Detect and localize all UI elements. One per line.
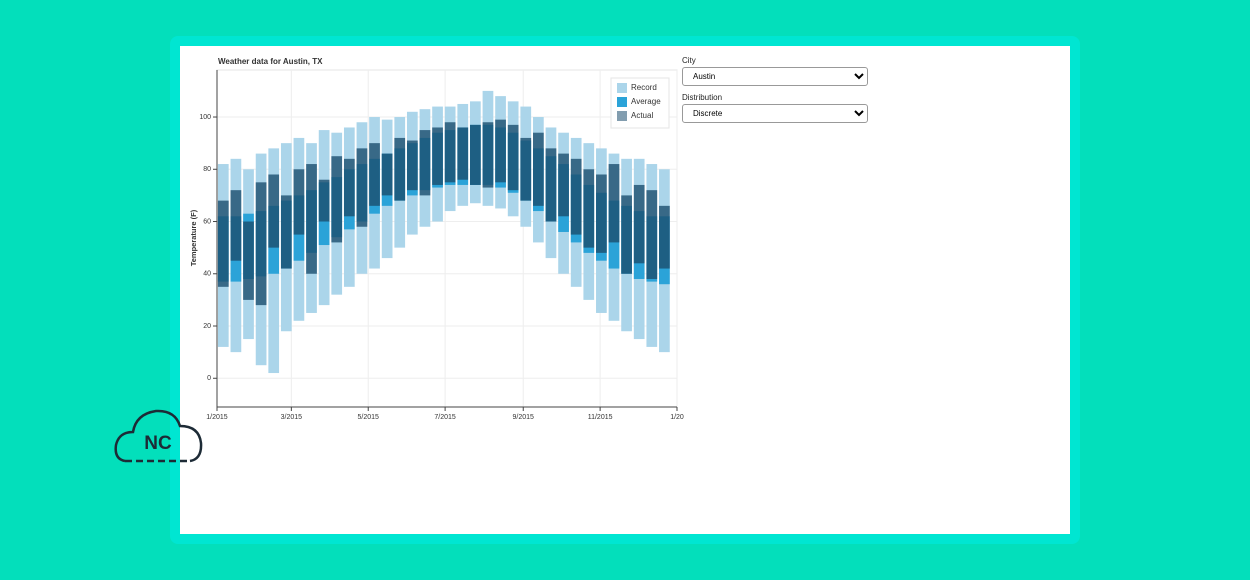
control-label: Distribution (682, 93, 723, 102)
range-bar (217, 200, 229, 287)
range-bar (495, 119, 506, 183)
x-tick-label: 7/2015 (434, 414, 456, 421)
y-axis-label: Temperature (F) (189, 209, 198, 266)
logo: NC (114, 409, 203, 463)
range-bar (583, 169, 595, 248)
range-bar (659, 205, 670, 269)
range-bar (570, 158, 582, 235)
x-tick-label: 9/2015 (513, 414, 535, 421)
range-bar (621, 195, 632, 274)
range-bar (268, 174, 280, 248)
y-tick-label: 0 (207, 375, 211, 382)
x-tick-label: 11/2015 (588, 414, 613, 421)
range-bar (558, 153, 569, 217)
range-bar (331, 156, 343, 243)
range-bar (406, 140, 418, 191)
range-bar (356, 148, 368, 227)
range-bar (520, 137, 532, 201)
city-select[interactable]: Austin (682, 67, 868, 86)
range-bar (230, 190, 242, 261)
x-tick-label: 3/2015 (281, 414, 303, 421)
legend-swatch (617, 83, 627, 93)
range-bar (293, 169, 305, 235)
distribution-select[interactable]: Discrete (682, 104, 868, 123)
x-tick-label: 1/2015 (206, 414, 228, 421)
logo-cloud (114, 409, 203, 463)
range-bar (482, 122, 494, 188)
range-bar (608, 164, 620, 243)
range-bar (255, 182, 267, 306)
distribution-control: Distribution Discrete (682, 93, 868, 123)
range-bar (318, 179, 330, 222)
x-tick-label: 1/20 (670, 414, 684, 421)
x-tick-label: 5/2015 (358, 414, 380, 421)
range-bar (470, 124, 481, 185)
range-bar (432, 127, 443, 185)
range-bar (507, 124, 519, 191)
range-bar (343, 158, 355, 217)
legend-label: Average (631, 97, 661, 106)
range-bar (306, 164, 317, 274)
range-bar (394, 137, 406, 201)
range-bar (457, 127, 469, 180)
y-tick-label: 20 (203, 323, 211, 330)
legend-label: Record (631, 83, 657, 92)
control-label: City (682, 56, 696, 65)
range-bar (596, 174, 607, 253)
range-bar (369, 143, 380, 206)
range-bar (646, 190, 658, 279)
range-bar (280, 195, 292, 269)
range-bar (444, 122, 456, 183)
range-bar (533, 132, 544, 206)
range-bar (381, 153, 393, 196)
city-control: City Austin (682, 56, 868, 86)
y-tick-label: 80 (203, 166, 211, 173)
range-bar (545, 148, 557, 222)
range-bar (419, 130, 431, 196)
chart-title: Weather data for Austin, TX (218, 57, 323, 66)
range-bar (243, 221, 254, 300)
y-tick-label: 100 (199, 114, 211, 121)
legend-swatch (617, 111, 627, 121)
legend-label: Actual (631, 111, 653, 120)
logo-text: NC (144, 433, 172, 454)
y-tick-label: 40 (203, 271, 211, 278)
range-bar (633, 184, 645, 264)
y-tick-label: 60 (203, 218, 211, 225)
legend-swatch (617, 97, 627, 107)
